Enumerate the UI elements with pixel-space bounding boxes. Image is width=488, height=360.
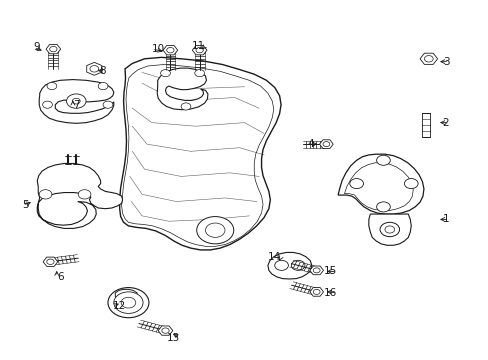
Polygon shape bbox=[39, 80, 114, 123]
Circle shape bbox=[108, 288, 149, 318]
Circle shape bbox=[78, 190, 91, 199]
Polygon shape bbox=[86, 62, 102, 75]
Text: 5: 5 bbox=[22, 200, 29, 210]
Text: 12: 12 bbox=[113, 301, 126, 311]
Circle shape bbox=[98, 82, 108, 90]
Text: 2: 2 bbox=[442, 118, 448, 128]
Polygon shape bbox=[192, 45, 206, 55]
Polygon shape bbox=[419, 53, 437, 64]
Text: 7: 7 bbox=[73, 100, 80, 110]
Polygon shape bbox=[37, 163, 122, 228]
Circle shape bbox=[376, 155, 389, 165]
Circle shape bbox=[376, 202, 389, 212]
Polygon shape bbox=[337, 154, 423, 214]
Circle shape bbox=[121, 297, 136, 308]
Circle shape bbox=[166, 48, 174, 53]
Text: 14: 14 bbox=[267, 252, 281, 262]
Polygon shape bbox=[309, 288, 323, 296]
Circle shape bbox=[323, 141, 329, 147]
Circle shape bbox=[205, 223, 224, 237]
Circle shape bbox=[313, 289, 320, 294]
Polygon shape bbox=[120, 57, 281, 250]
Text: 13: 13 bbox=[166, 333, 180, 343]
Circle shape bbox=[103, 101, 113, 108]
Circle shape bbox=[404, 179, 417, 189]
Text: 8: 8 bbox=[99, 66, 105, 76]
Circle shape bbox=[196, 48, 203, 53]
Text: 15: 15 bbox=[323, 266, 336, 276]
Circle shape bbox=[47, 82, 57, 90]
Circle shape bbox=[47, 259, 54, 265]
Circle shape bbox=[196, 217, 233, 244]
Circle shape bbox=[424, 55, 432, 62]
Polygon shape bbox=[319, 140, 332, 148]
Circle shape bbox=[384, 226, 394, 233]
Circle shape bbox=[114, 292, 143, 314]
Circle shape bbox=[90, 66, 99, 72]
Text: 16: 16 bbox=[323, 288, 336, 298]
Text: 3: 3 bbox=[442, 57, 448, 67]
Polygon shape bbox=[163, 45, 177, 55]
Circle shape bbox=[194, 69, 204, 77]
Circle shape bbox=[50, 46, 57, 52]
Circle shape bbox=[72, 98, 80, 104]
Text: 11: 11 bbox=[192, 41, 205, 50]
Circle shape bbox=[66, 94, 86, 108]
Circle shape bbox=[39, 190, 52, 199]
Text: 6: 6 bbox=[57, 272, 63, 282]
Circle shape bbox=[291, 260, 305, 270]
Circle shape bbox=[274, 260, 288, 270]
Circle shape bbox=[379, 222, 399, 237]
Polygon shape bbox=[368, 214, 410, 245]
Polygon shape bbox=[267, 252, 311, 279]
Polygon shape bbox=[43, 257, 58, 266]
Text: 9: 9 bbox=[34, 42, 41, 52]
Circle shape bbox=[42, 101, 52, 108]
Text: 1: 1 bbox=[442, 215, 448, 224]
Polygon shape bbox=[115, 289, 137, 300]
Text: 10: 10 bbox=[152, 44, 164, 54]
Circle shape bbox=[160, 69, 170, 77]
Circle shape bbox=[313, 268, 320, 273]
Circle shape bbox=[162, 328, 169, 333]
Circle shape bbox=[181, 103, 190, 110]
Polygon shape bbox=[158, 326, 172, 335]
Text: 4: 4 bbox=[307, 139, 314, 149]
Circle shape bbox=[349, 179, 363, 189]
Polygon shape bbox=[309, 266, 323, 275]
Polygon shape bbox=[46, 44, 61, 54]
Polygon shape bbox=[421, 113, 429, 137]
Polygon shape bbox=[157, 68, 207, 110]
